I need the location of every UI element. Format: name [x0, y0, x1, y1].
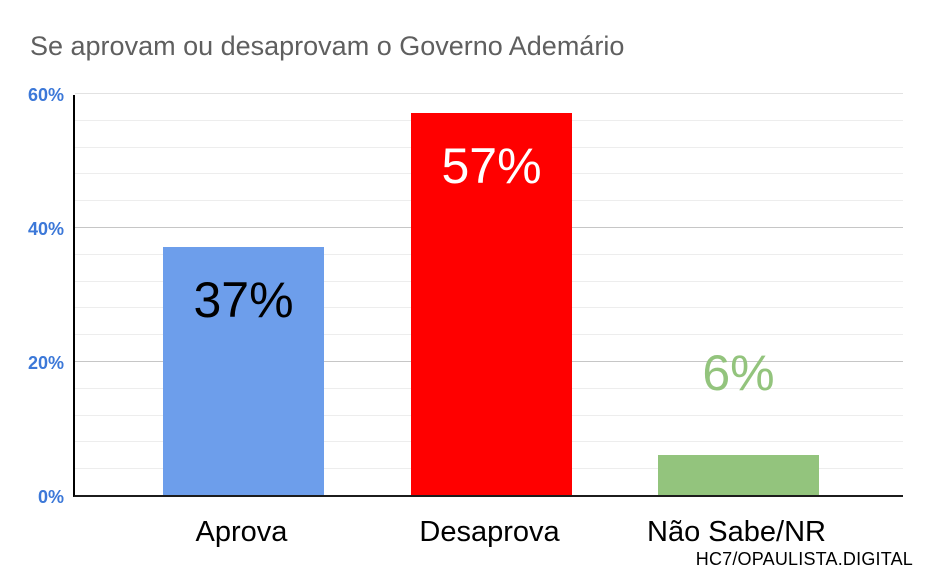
gridline-major-60: [75, 93, 903, 94]
y-tick-label-60: 60%: [27, 85, 64, 105]
bar-value-label-aprova: 37%: [193, 272, 294, 328]
y-tick-label-20: 20%: [27, 353, 64, 373]
bar-desaprova: [411, 113, 572, 495]
y-tick-label-40: 40%: [27, 219, 64, 239]
x-axis-label-nao-sabe-nr: Não Sabe/NR: [647, 516, 826, 548]
bar-aprova: [163, 247, 324, 495]
x-axis-label-desaprova: Desaprova: [419, 516, 560, 548]
source-credit: HC7/OPAULISTA.DIGITAL: [695, 549, 913, 569]
bar-value-label-nao-sabe-nr: 6%: [702, 345, 775, 401]
x-axis-label-aprova: Aprova: [195, 516, 288, 548]
bar-value-label-desaprova: 57%: [441, 138, 542, 194]
chart-title: Se aprovam ou desaprovam o Governo Ademá…: [30, 31, 625, 61]
y-tick-label-0: 0%: [37, 487, 64, 507]
plot-area: 37% 57% 6%: [73, 93, 903, 497]
bar-nao-sabe-nr: [658, 455, 819, 495]
